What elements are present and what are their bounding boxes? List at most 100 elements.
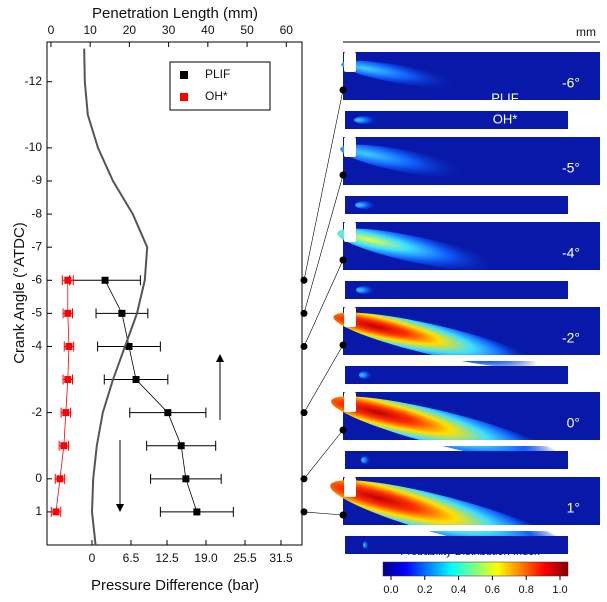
point [60,442,68,450]
colorbar-tick-label: 0.8 [519,584,534,596]
nozzle-marker [339,256,347,264]
plume-shape [337,228,499,272]
plume [341,60,461,89]
connector [303,259,344,347]
connector [303,511,344,516]
colorbar-tick-label: 0.6 [485,584,500,596]
point [65,342,73,350]
angle-marker [300,276,308,284]
y-tick-label: -9 [31,173,42,187]
nozzle [344,392,356,412]
oh-image [345,366,568,384]
point [64,376,72,384]
plume-shape [333,312,538,368]
oh-image [345,281,568,299]
nozzle-marker [339,171,347,179]
y-tick-label: -4 [31,339,42,353]
x-tick-label: 40 [201,23,215,37]
y-tick-label: -2 [31,405,42,419]
panel-angle: -6° [562,75,580,91]
legend-label: PLIF [205,67,230,81]
y-tick-label: 0 [35,471,42,485]
nozzle [344,52,356,72]
panel-angle: 0° [567,415,580,431]
oh-blob [355,201,377,209]
x2-tick-label: 19.0 [194,551,218,565]
panel-angle: -5° [562,160,580,176]
plif-clip [343,270,600,276]
legend-box [169,61,271,111]
series-line [104,280,198,513]
connector [303,174,344,314]
colorbar-tick-label: 1.0 [552,584,567,596]
connector [303,344,344,413]
angle-marker [300,342,308,350]
y-tick-label: -12 [25,74,43,88]
legend-marker [180,71,188,79]
plif-clip [343,100,600,106]
y-tick-label: -7 [31,239,42,253]
oh-image [345,451,568,469]
x2-tick-label: 25.5 [233,551,257,565]
plume [340,144,470,178]
plif-label: PLIF [491,90,519,105]
connector [303,429,344,480]
point [132,376,140,384]
y-tick-label: 1 [35,504,42,518]
nozzle [344,137,356,157]
plume [333,312,538,368]
oh-image [345,196,568,214]
oh-label: OH* [493,111,518,126]
x2-tick-label: 31.5 [269,551,293,565]
point [182,475,190,483]
strip-axis-unit: mm [576,25,596,39]
point [177,442,185,450]
point [64,309,72,317]
y-tick-label: -10 [25,140,43,154]
plume-shape [340,144,470,178]
connector [303,89,344,281]
point [62,409,70,417]
plume-shape [330,480,570,555]
point [101,276,109,284]
y-tick-label: -6 [31,272,42,286]
oh-image [345,536,568,554]
x2-tick-label: 6.5 [123,551,140,565]
angle-marker [300,409,308,417]
plume [337,228,499,272]
oh-blob [363,541,369,549]
x-tick-label: 30 [162,23,176,37]
oh-blob [356,286,376,294]
plume-shape [341,60,461,89]
panel-angle: -2° [562,330,580,346]
colorbar-tick-label: 0.4 [451,584,466,596]
oh-image [345,111,568,129]
point [64,276,72,284]
point [125,342,133,350]
legend-marker [180,93,188,101]
point [52,508,60,516]
plume [330,480,570,555]
angle-marker [300,508,308,516]
point [56,475,64,483]
point [164,409,172,417]
colorbar-tick-label: 0.2 [417,584,432,596]
nozzle [344,477,356,497]
angle-marker [300,309,308,317]
plot-frame [46,41,303,546]
series-line [55,280,70,512]
nozzle-marker [339,86,347,94]
nozzle-marker [339,426,347,434]
nozzle-marker [339,341,347,349]
colorbar [382,561,569,577]
y-tick-label: -8 [31,206,42,220]
oh-blob [354,116,378,124]
pressure-curve [83,48,149,546]
oh-blob [359,371,373,379]
x-tick-label: 50 [240,23,254,37]
y-axis-title: Crank Angle (°ATDC) [11,222,28,364]
x-tick-label: 0 [48,23,55,37]
point [118,309,126,317]
point [193,508,201,516]
